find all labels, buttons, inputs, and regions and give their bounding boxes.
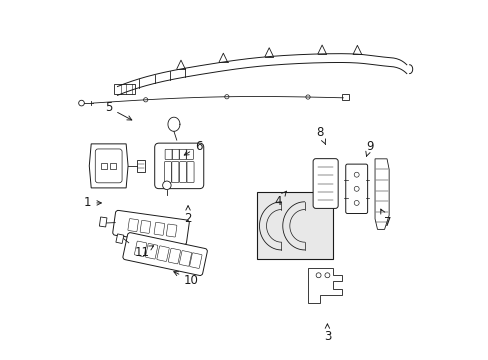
FancyBboxPatch shape (114, 84, 135, 94)
FancyBboxPatch shape (312, 159, 338, 208)
Polygon shape (110, 163, 116, 169)
FancyBboxPatch shape (154, 143, 203, 189)
Text: 5: 5 (105, 101, 132, 120)
Circle shape (224, 95, 228, 99)
Text: 11: 11 (134, 246, 153, 259)
Text: 4: 4 (274, 191, 286, 208)
FancyBboxPatch shape (341, 94, 348, 100)
Text: 6: 6 (184, 140, 202, 155)
Polygon shape (374, 159, 388, 229)
Bar (256, 192, 332, 259)
Text: 10: 10 (173, 272, 199, 287)
Polygon shape (101, 163, 107, 169)
Polygon shape (307, 268, 342, 303)
Circle shape (143, 98, 147, 102)
Text: 7: 7 (380, 209, 390, 229)
Text: 3: 3 (323, 324, 330, 343)
FancyBboxPatch shape (113, 210, 189, 245)
Text: 1: 1 (83, 197, 101, 210)
FancyBboxPatch shape (345, 164, 367, 213)
FancyBboxPatch shape (99, 217, 107, 227)
Circle shape (79, 100, 84, 106)
Circle shape (305, 95, 309, 99)
Text: 9: 9 (365, 140, 373, 156)
Text: 2: 2 (184, 206, 191, 225)
Polygon shape (89, 144, 128, 188)
Circle shape (163, 181, 171, 189)
FancyBboxPatch shape (122, 233, 207, 275)
Text: 8: 8 (316, 126, 325, 144)
FancyBboxPatch shape (116, 234, 123, 243)
FancyBboxPatch shape (137, 159, 144, 172)
